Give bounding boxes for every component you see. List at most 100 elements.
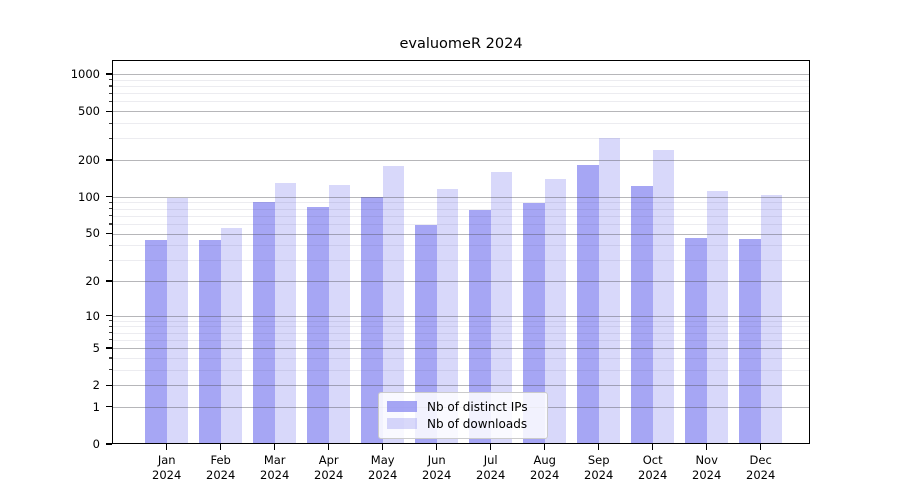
year-label: 2024 <box>314 468 344 482</box>
y-minor-tick-90 <box>108 201 112 204</box>
month-label: Sep <box>587 453 610 467</box>
bar-distinct-ips-sep <box>577 165 599 444</box>
y-minor-tick-60 <box>108 223 112 225</box>
x-tick-label-feb: Feb 2024 <box>191 453 251 483</box>
year-label: 2024 <box>638 468 668 482</box>
year-label: 2024 <box>692 468 722 482</box>
y-tick-label-200: 200 <box>78 153 100 167</box>
x-tick-apr <box>328 444 330 450</box>
y-tick-500 <box>106 110 112 112</box>
y-tick-label-50: 50 <box>85 226 100 241</box>
bar-distinct-ips-aug <box>523 203 545 444</box>
grid-major-line-2 <box>113 385 809 387</box>
bar-distinct-ips-may <box>361 196 383 444</box>
y-minor-tick-4 <box>108 357 112 359</box>
bar-downloads-apr <box>328 185 351 444</box>
grid-minor-line-6 <box>113 339 809 341</box>
year-label: 2024 <box>152 468 182 482</box>
y-minor-tick-8 <box>108 325 112 328</box>
x-tick-label-may: May 2024 <box>353 453 413 483</box>
x-tick-may <box>382 444 384 450</box>
bar-downloads-feb <box>220 228 243 444</box>
y-tick-5 <box>106 347 112 349</box>
bar-downloads-jul <box>490 172 513 444</box>
month-label: Oct <box>642 453 663 467</box>
legend-label-distinct-ips: Nb of distinct IPs <box>427 399 528 414</box>
bar-distinct-ips-feb <box>199 240 221 444</box>
y-tick-label-500: 500 <box>78 104 100 119</box>
y-minor-tick-600 <box>108 100 112 103</box>
bar-downloads-dec <box>760 195 783 444</box>
x-tick-feb <box>220 444 222 450</box>
bar-downloads-jun <box>436 188 459 444</box>
legend-item-distinct-ips: Nb of distinct IPs <box>379 398 547 415</box>
y-tick-50 <box>106 232 112 235</box>
grid-minor-line-900 <box>113 79 809 81</box>
y-tick-label-2: 2 <box>92 378 100 393</box>
x-tick-label-jun: Jun 2024 <box>407 453 467 483</box>
bar-distinct-ips-apr <box>307 206 329 444</box>
x-tick-jun <box>436 444 438 450</box>
bar-downloads-may <box>382 166 405 444</box>
x-tick-dec <box>760 444 762 450</box>
y-tick-10 <box>106 314 112 317</box>
y-minor-tick-400 <box>108 122 112 124</box>
month-label: Aug <box>533 453 556 467</box>
grid-major-line-20 <box>113 281 809 282</box>
y-tick-2 <box>106 384 112 386</box>
x-tick-label-nov: Nov 2024 <box>677 453 737 483</box>
year-label: 2024 <box>260 468 290 482</box>
grid-minor-line-8 <box>113 326 809 328</box>
grid-major-line-50 <box>113 233 809 235</box>
month-label: Mar <box>263 453 286 467</box>
month-label: Jan <box>157 453 176 467</box>
x-tick-label-jan: Jan 2024 <box>137 453 197 483</box>
legend-label-downloads: Nb of downloads <box>427 416 528 431</box>
y-tick-label-10: 10 <box>85 308 100 323</box>
year-label: 2024 <box>422 468 452 482</box>
y-minor-tick-700 <box>108 92 112 94</box>
grid-minor-line-40 <box>113 245 809 247</box>
y-tick-label-1: 1 <box>92 399 100 414</box>
grid-major-line-200 <box>113 160 809 161</box>
year-label: 2024 <box>476 468 506 482</box>
y-minor-tick-80 <box>108 208 112 210</box>
y-tick-1000 <box>106 73 112 75</box>
y-minor-tick-70 <box>108 215 112 217</box>
grid-minor-line-600 <box>113 101 809 103</box>
month-label: Jul <box>483 453 498 467</box>
x-tick-mar <box>274 444 276 450</box>
y-minor-tick-6 <box>108 339 112 341</box>
y-minor-tick-800 <box>108 85 112 87</box>
grid-minor-line-60 <box>113 223 809 225</box>
y-minor-tick-40 <box>108 244 112 246</box>
grid-minor-line-4 <box>113 357 809 359</box>
y-tick-200 <box>106 159 112 161</box>
year-label: 2024 <box>368 468 398 482</box>
x-tick-label-mar: Mar 2024 <box>245 453 305 483</box>
x-tick-label-jul: Jul 2024 <box>461 453 521 483</box>
x-tick-nov <box>706 444 708 450</box>
bar-downloads-mar <box>274 182 297 444</box>
y-minor-tick-30 <box>108 259 112 261</box>
bar-distinct-ips-jul <box>469 210 491 444</box>
bar-distinct-ips-nov <box>685 237 707 444</box>
bar-distinct-ips-jan <box>145 240 167 444</box>
y-tick-100 <box>106 196 112 198</box>
legend-item-downloads: Nb of downloads <box>379 415 547 432</box>
grid-major-line-100 <box>113 196 809 198</box>
grid-minor-line-90 <box>113 202 809 204</box>
y-tick-label-20: 20 <box>85 273 100 288</box>
y-minor-tick-9 <box>108 320 112 322</box>
grid-minor-line-7 <box>113 332 809 334</box>
year-label: 2024 <box>584 468 614 482</box>
x-tick-label-dec: Dec 2024 <box>731 453 791 483</box>
grid-minor-line-80 <box>113 208 809 210</box>
month-label: Nov <box>695 453 718 467</box>
grid-major-line-500 <box>113 111 809 113</box>
x-tick-aug <box>544 444 546 450</box>
chart-legend: Nb of distinct IPs Nb of downloads <box>378 392 548 439</box>
grid-minor-line-3 <box>113 369 809 371</box>
grid-minor-line-70 <box>113 215 809 217</box>
